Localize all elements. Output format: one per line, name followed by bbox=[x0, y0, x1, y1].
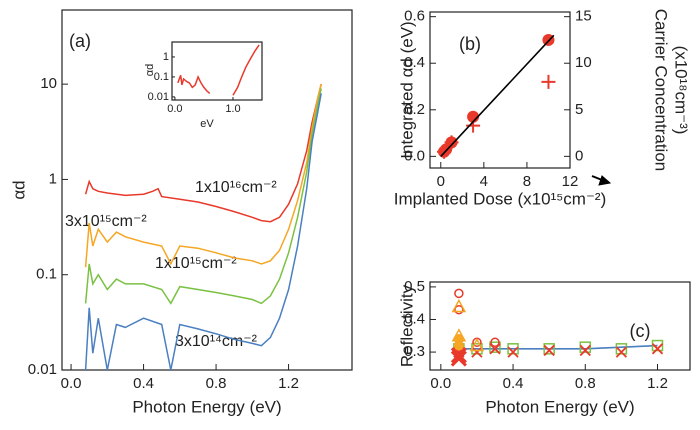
curve-label: 1x10¹⁶cm⁻² bbox=[195, 179, 277, 196]
marker bbox=[490, 337, 500, 348]
marker bbox=[543, 343, 555, 355]
y-tick-label: 0.01 bbox=[28, 361, 57, 378]
x-tick-label: 8 bbox=[523, 173, 531, 190]
x-tick-label: 12 bbox=[562, 173, 579, 190]
y-axis-label: αd bbox=[144, 64, 156, 76]
marker bbox=[507, 343, 519, 355]
x-tick-label: 0.8 bbox=[575, 375, 596, 392]
x-tick-label: 1.0 bbox=[225, 103, 240, 115]
y-tick-label: 0.6 bbox=[404, 8, 425, 25]
series-line bbox=[84, 83, 322, 223]
panel-label: (a) bbox=[69, 31, 91, 51]
curve-label: 3x10¹⁵cm⁻² bbox=[65, 213, 147, 230]
marker bbox=[579, 344, 591, 357]
marker bbox=[471, 346, 483, 358]
marker bbox=[453, 340, 464, 351]
x-tick-label: 0 bbox=[437, 173, 445, 190]
series-group bbox=[84, 83, 322, 370]
x-tick-label: 4 bbox=[480, 173, 488, 190]
y-tick-label: 0.5 bbox=[404, 278, 425, 295]
marker bbox=[579, 341, 592, 353]
marker bbox=[450, 350, 467, 367]
series-line bbox=[84, 88, 322, 305]
plot-frame bbox=[429, 281, 691, 371]
y-tick-label: 10 bbox=[40, 75, 57, 92]
y-tick-label: 0.0 bbox=[404, 147, 425, 164]
x-tick-label: 0.0 bbox=[167, 103, 182, 115]
panel-label: (c) bbox=[630, 321, 651, 341]
x-tick-label: 1.2 bbox=[647, 375, 668, 392]
series-line bbox=[440, 34, 555, 157]
x-tick-label: 0.4 bbox=[133, 375, 154, 392]
y2-axis-label: Carrier Concentration bbox=[652, 9, 671, 172]
marker bbox=[454, 304, 464, 315]
y2-tick-label: 0 bbox=[575, 147, 583, 164]
x-tick-label: 0.0 bbox=[430, 375, 451, 392]
marker bbox=[467, 110, 480, 123]
marker bbox=[507, 346, 519, 358]
curve-label: 3x10¹⁴cm⁻² bbox=[175, 333, 258, 350]
marker bbox=[615, 343, 628, 355]
marker bbox=[454, 288, 464, 299]
y-tick-label: 1 bbox=[163, 51, 169, 63]
y-tick-label: 0.4 bbox=[404, 54, 425, 71]
y-tick-label: 0.2 bbox=[404, 101, 425, 118]
y-tick-label: 0.1 bbox=[36, 266, 57, 283]
y-axis-label: Reflectivity bbox=[397, 284, 416, 367]
marker bbox=[543, 344, 555, 357]
marker bbox=[450, 347, 467, 364]
marker bbox=[541, 74, 556, 89]
x-axis-label: Implanted Dose (x10¹⁵cm⁻²) bbox=[394, 189, 607, 208]
marker bbox=[615, 346, 628, 358]
marker bbox=[437, 144, 451, 159]
marker bbox=[651, 339, 664, 352]
series-group bbox=[177, 44, 260, 96]
x-tick-label: 1.2 bbox=[278, 375, 299, 392]
x-axis-label: eV bbox=[200, 118, 214, 130]
y2-tick-label: 15 bbox=[575, 8, 592, 25]
y-axis-label: Integrated αd (eV) bbox=[397, 21, 416, 158]
arrow bbox=[591, 175, 603, 181]
y-tick-label: 0.1 bbox=[154, 71, 169, 83]
x-axis-label: Photon Energy (eV) bbox=[132, 397, 281, 416]
y-tick-label: 1 bbox=[49, 170, 57, 187]
arrow-head bbox=[598, 175, 612, 186]
series-line bbox=[177, 44, 260, 96]
y2-axis-label: (x10¹⁸cm⁻³) bbox=[672, 46, 691, 135]
x-axis-label: Photon Energy (eV) bbox=[485, 397, 634, 416]
panel: 0.0 0.4 0.8 1.2 0.3 0.4 0.5 Photon Energy (eV) R… bbox=[397, 278, 691, 416]
y2-tick-label: 5 bbox=[575, 101, 583, 118]
series-group bbox=[437, 33, 556, 159]
curve-label: 1x10¹⁵cm⁻² bbox=[155, 255, 237, 272]
y-axis-label: αd bbox=[9, 180, 28, 199]
series-line bbox=[84, 83, 322, 268]
x-tick-label: 0.8 bbox=[206, 375, 227, 392]
plot-frame bbox=[171, 41, 263, 101]
marker bbox=[469, 337, 485, 352]
marker bbox=[651, 343, 664, 355]
marker bbox=[451, 298, 467, 313]
x-tick-label: 0.4 bbox=[503, 375, 524, 392]
x-tick-label: 0.0 bbox=[61, 375, 82, 392]
panel: 0 4 8 12 0.0 0.2 0.4 0.6 0 5 10 15 Implanted Dose (x… bbox=[394, 8, 691, 209]
y-tick-label: 0.3 bbox=[404, 343, 425, 360]
panel: 0.0 1.0 0.01 0.1 1 eV αd bbox=[144, 41, 263, 130]
series-group bbox=[450, 288, 664, 367]
series-line bbox=[84, 93, 322, 370]
y-tick-label: 0.01 bbox=[148, 91, 169, 103]
marker bbox=[489, 341, 501, 353]
panel-label: (b) bbox=[459, 34, 481, 54]
marker bbox=[444, 135, 459, 150]
y2-tick-label: 10 bbox=[575, 54, 592, 71]
y-tick-label: 0.4 bbox=[404, 310, 425, 327]
